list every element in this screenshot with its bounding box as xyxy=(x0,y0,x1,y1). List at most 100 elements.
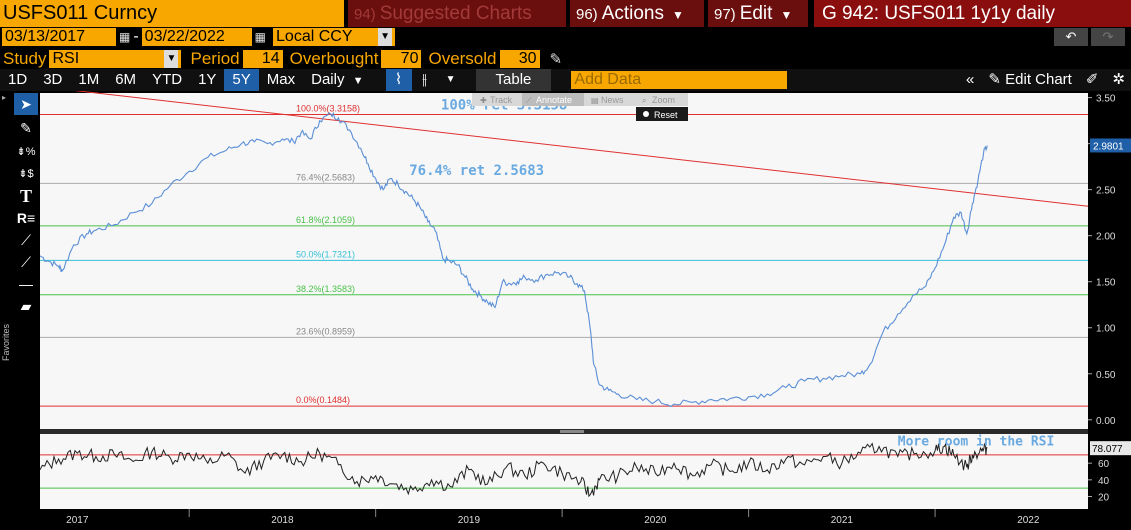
edit-menu[interactable]: 97) Edit ▼ xyxy=(708,0,808,27)
pen-icon[interactable]: ✎ xyxy=(14,117,38,139)
price-series-line xyxy=(40,111,988,408)
hover-toolbar-zoom-button[interactable]: Zoom xyxy=(652,95,675,105)
graph-title: G 942: USFS011 1y1y daily xyxy=(814,0,1131,27)
study-value: RSI xyxy=(52,49,80,67)
fib-level-label: 23.6%(0.8959) xyxy=(296,326,355,336)
period-max-button[interactable]: Max xyxy=(266,71,296,88)
annotate-active-bg xyxy=(522,93,584,106)
period-input[interactable]: 14 xyxy=(242,49,283,68)
rsi-tick-label: 40 xyxy=(1098,476,1110,487)
chart-annotation[interactable]: 76.4% ret 2.5683 xyxy=(409,163,544,179)
zoom-icon: ⌕ xyxy=(642,96,646,105)
fib-level-label: 0.0%(0.1484) xyxy=(296,395,350,405)
actions-num: 96) xyxy=(576,6,598,23)
period-1m-button[interactable]: 1M xyxy=(78,71,100,88)
last-rsi-label: 78.077 xyxy=(1092,444,1123,455)
horizontal-line-icon[interactable]: — xyxy=(14,273,38,295)
divider-handle[interactable] xyxy=(560,430,584,433)
last-price-badge xyxy=(1090,138,1131,153)
hover-toolbar-annotate-button[interactable]: Annotate xyxy=(536,95,572,105)
x-year-label: 2022 xyxy=(1017,515,1040,526)
hover-toolbar-news-button[interactable]: News xyxy=(601,95,624,105)
trendline-icon[interactable]: ⟋ xyxy=(14,229,38,251)
edit-label: Edit xyxy=(739,3,773,24)
text-icon[interactable]: T xyxy=(14,185,38,207)
last-price-label: 2.9801 xyxy=(1093,141,1124,152)
currency-select[interactable]: Local CCY ▼ xyxy=(273,28,396,46)
frequency-value: Daily xyxy=(311,71,345,88)
start-date-input[interactable]: 03/13/2017 xyxy=(2,28,116,46)
r-annotation-icon[interactable]: R≡ xyxy=(14,207,38,229)
rsi-panel[interactable] xyxy=(40,434,1088,509)
fib-level-label: 100.0%(3.3158) xyxy=(296,104,360,114)
calendar-icon[interactable]: ▦ xyxy=(254,30,267,44)
track-icon: ✚ xyxy=(480,96,487,105)
calendar-icon[interactable]: ▦ xyxy=(119,30,131,44)
eraser-icon[interactable]: ▰ xyxy=(14,295,38,317)
expand-arrow-icon[interactable]: ▸ xyxy=(2,93,7,102)
edit-chart-button[interactable]: ✎ Edit Chart xyxy=(982,69,1077,91)
main-panel[interactable] xyxy=(40,93,1088,429)
fib-level-label: 50.0%(1.7321) xyxy=(296,249,355,259)
table-button[interactable]: Table xyxy=(475,69,552,91)
drawing-toolbar: ▸ ➤ ✎ ⇟% ⇟$ T R≡ ⟋ ⟋ — ▰ Favorites xyxy=(0,91,40,528)
chevron-down-icon[interactable]: ▼ xyxy=(445,74,456,85)
study-select[interactable]: RSI ▼ xyxy=(49,49,182,68)
period-ytd-button[interactable]: YTD xyxy=(152,71,183,88)
x-year-label: 2018 xyxy=(271,515,294,526)
cursor-icon[interactable]: ➤ xyxy=(14,93,38,115)
chevron-down-icon: ▼ xyxy=(780,8,793,22)
undo-button[interactable]: ↶ xyxy=(1054,28,1088,46)
rsi-annotation[interactable]: More room in the RSI xyxy=(898,435,1055,450)
redo-button[interactable]: ↷ xyxy=(1091,28,1125,46)
oversold-input[interactable]: 30 xyxy=(499,49,540,68)
news-icon: ▤ xyxy=(591,96,599,105)
dollar-marker-icon[interactable]: ⇟$ xyxy=(14,163,38,185)
last-rsi-badge xyxy=(1090,441,1131,456)
x-year-label: 2019 xyxy=(458,515,481,526)
price-chart[interactable]: 100.0%(3.3158) 76.4%(2.5683) 61.8%(2.1059)… xyxy=(40,91,1131,528)
suggested-charts-label: Suggested Charts xyxy=(379,3,532,24)
y-tick-label: 0.00 xyxy=(1096,416,1116,427)
suggested-charts-menu[interactable]: 94) Suggested Charts xyxy=(348,0,566,27)
y-tick-label: 0.50 xyxy=(1096,370,1116,381)
undo-icon: ↶ xyxy=(1065,29,1077,44)
chart-toolbar: 1D 3D 1M 6M YTD 1Y 5Y Max Daily ▼ ⌇ ⫲ ▼ Table A… xyxy=(0,69,1131,91)
rsi-tick-label: 60 xyxy=(1098,459,1110,470)
segment-icon[interactable]: ⟋ xyxy=(14,251,38,273)
study-label: Study xyxy=(3,48,47,68)
period-1d-button[interactable]: 1D xyxy=(8,71,28,88)
actions-menu[interactable]: 96) Actions ▼ xyxy=(570,0,704,27)
period-6m-button[interactable]: 6M xyxy=(115,71,137,88)
add-data-input[interactable]: Add Data xyxy=(571,71,788,89)
reset-icon xyxy=(643,111,649,117)
period-label: Period xyxy=(190,48,240,68)
frequency-select[interactable]: Daily ▼ xyxy=(303,69,371,91)
collapse-icon[interactable]: « xyxy=(966,71,975,88)
gear-icon[interactable]: ✲ xyxy=(1112,71,1125,88)
x-year-label: 2017 xyxy=(66,515,89,526)
trendline[interactable] xyxy=(40,91,1089,207)
ticker-field[interactable]: USFS011 Curncy xyxy=(0,0,344,27)
y-tick-label: 2.00 xyxy=(1096,232,1116,243)
period-5y-button[interactable]: 5Y xyxy=(224,69,259,91)
overbought-input[interactable]: 70 xyxy=(381,49,422,68)
hover-toolbar-track-button[interactable]: Track xyxy=(490,95,513,105)
period-1y-button[interactable]: 1Y xyxy=(198,71,217,88)
line-chart-icon[interactable]: ⌇ xyxy=(385,69,412,91)
overbought-label: Overbought xyxy=(289,48,379,68)
reset-label: Reset xyxy=(654,110,678,120)
pencil-icon[interactable]: ✎ xyxy=(549,50,563,68)
x-axis-band xyxy=(40,509,1088,528)
period-3d-button[interactable]: 3D xyxy=(43,71,63,88)
title-bar: USFS011 Curncy 94) Suggested Charts 96) Ac… xyxy=(0,0,1131,27)
suggested-charts-num: 94) xyxy=(354,6,376,23)
bar-chart-icon[interactable]: ⫲ xyxy=(422,71,427,88)
end-date-input[interactable]: 03/22/2022 xyxy=(141,28,252,46)
percent-marker-icon[interactable]: ⇟% xyxy=(14,141,38,163)
chevron-down-icon: ▼ xyxy=(352,75,364,87)
reset-button[interactable] xyxy=(636,107,688,121)
annotate-edit-icon[interactable]: ✐ xyxy=(1085,71,1099,88)
edit-chart-label: Edit Chart xyxy=(1005,71,1072,88)
y-tick-label: 1.00 xyxy=(1096,324,1116,335)
